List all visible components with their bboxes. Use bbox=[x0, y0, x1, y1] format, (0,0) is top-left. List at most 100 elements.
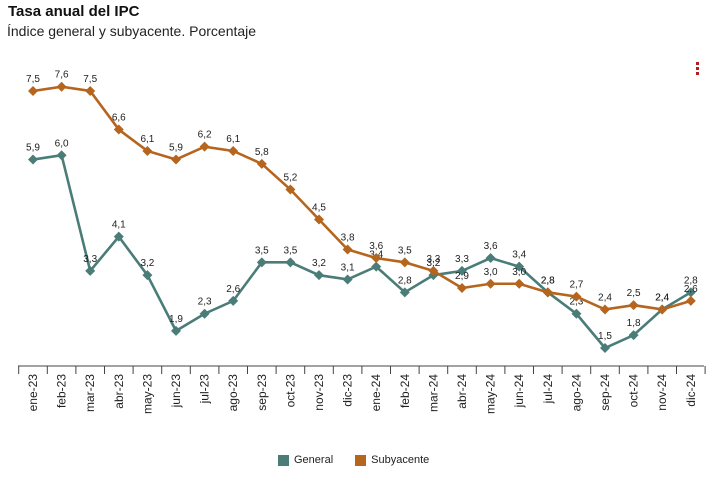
data-label-general: 4,1 bbox=[112, 220, 126, 231]
data-point-general bbox=[142, 270, 153, 281]
x-tick-label: oct-24 bbox=[627, 374, 641, 408]
data-point-general bbox=[628, 330, 639, 341]
data-label-general: 6,0 bbox=[55, 138, 69, 149]
data-point-subyacente bbox=[256, 158, 267, 169]
data-point-general bbox=[314, 270, 324, 281]
x-tick-label: dic-24 bbox=[684, 374, 698, 407]
series-line-general bbox=[32, 153, 692, 350]
data-point-general bbox=[571, 308, 582, 319]
data-label-general: 1,5 bbox=[598, 331, 612, 342]
x-tick-label: ago-24 bbox=[569, 374, 583, 412]
data-label-subyacente: 3,5 bbox=[398, 245, 412, 256]
data-label-general: 3,5 bbox=[255, 245, 269, 256]
x-tick-label: may-23 bbox=[140, 374, 154, 414]
legend-swatch-subyacente bbox=[355, 454, 367, 466]
data-label-subyacente: 6,1 bbox=[140, 134, 154, 145]
data-point-subyacente bbox=[85, 86, 96, 96]
x-tick-label: nov-23 bbox=[312, 374, 326, 411]
data-label-subyacente: 4,5 bbox=[312, 203, 326, 214]
x-tick-label: jul-23 bbox=[198, 374, 212, 405]
data-point-subyacente bbox=[685, 295, 696, 306]
x-tick-label: feb-23 bbox=[55, 374, 69, 408]
data-label-subyacente: 5,2 bbox=[283, 173, 297, 184]
chart-area: ene-23 feb-23 mar-23 abr-23 may-23 jun-23 jul-… bbox=[18, 70, 706, 414]
data-label-subyacente: 6,1 bbox=[226, 134, 240, 145]
data-label-general: 2,8 bbox=[398, 275, 412, 286]
x-tick-label: sep-24 bbox=[598, 374, 612, 411]
data-label-subyacente: 7,6 bbox=[55, 70, 69, 81]
data-label-subyacente: 7,5 bbox=[83, 74, 97, 85]
data-point-general bbox=[199, 308, 210, 319]
data-label-general: 2,8 bbox=[684, 275, 698, 286]
data-label-subyacente: 2,9 bbox=[455, 271, 469, 282]
data-point-subyacente bbox=[428, 265, 439, 276]
data-point-general bbox=[285, 257, 296, 268]
data-point-subyacente bbox=[371, 253, 382, 264]
data-label-subyacente: 3,6 bbox=[369, 241, 383, 252]
data-label-general: 1,9 bbox=[169, 314, 183, 325]
x-tick-label: mar-23 bbox=[83, 374, 97, 412]
data-label-subyacente: 2,7 bbox=[569, 280, 583, 291]
legend: General Subyacente bbox=[278, 454, 429, 466]
x-tick-label: jun-24 bbox=[512, 374, 526, 409]
x-tick-label: ene-23 bbox=[26, 374, 40, 412]
data-point-subyacente bbox=[657, 304, 668, 315]
data-label-subyacente: 3,8 bbox=[341, 232, 355, 243]
data-point-subyacente bbox=[485, 278, 496, 289]
legend-swatch-general bbox=[278, 454, 289, 466]
data-label-general: 3,5 bbox=[283, 245, 297, 256]
data-label-general: 3,1 bbox=[341, 262, 355, 273]
x-tick-label: jun-23 bbox=[169, 374, 183, 409]
data-point-subyacente bbox=[457, 283, 467, 294]
data-label-subyacente: 5,9 bbox=[169, 143, 183, 154]
data-label-general: 2,6 bbox=[226, 284, 240, 295]
data-point-general bbox=[600, 343, 610, 353]
x-tick-label: nov-24 bbox=[655, 374, 669, 411]
data-label-subyacente: 2,8 bbox=[541, 275, 555, 286]
x-tick-label: ene-24 bbox=[369, 374, 383, 412]
data-point-subyacente bbox=[628, 300, 639, 311]
data-point-general bbox=[85, 265, 96, 276]
legend-item-general[interactable]: General bbox=[278, 454, 333, 466]
data-point-subyacente bbox=[514, 278, 525, 289]
data-point-subyacente bbox=[285, 184, 296, 195]
data-label-subyacente: 6,6 bbox=[112, 113, 126, 124]
data-label-subyacente: 2,4 bbox=[655, 292, 669, 303]
data-point-general bbox=[342, 274, 353, 285]
data-label-subyacente: 3,0 bbox=[512, 267, 526, 278]
series-line-subyacente bbox=[32, 85, 692, 311]
data-point-subyacente bbox=[113, 124, 124, 135]
data-label-subyacente: 3,0 bbox=[484, 267, 498, 278]
data-label-subyacente: 2,4 bbox=[598, 292, 612, 303]
data-label-general: 3,2 bbox=[426, 258, 440, 269]
data-point-general bbox=[256, 257, 267, 268]
data-label-subyacente: 3,3 bbox=[426, 254, 440, 265]
x-tick-label: sep-23 bbox=[255, 374, 269, 411]
data-point-subyacente bbox=[171, 154, 181, 165]
data-label-general: 3,2 bbox=[312, 258, 326, 269]
data-label-subyacente: 7,5 bbox=[26, 74, 40, 85]
data-label-subyacente: 5,8 bbox=[255, 147, 269, 158]
data-point-general bbox=[485, 253, 496, 264]
x-tick-label: abr-24 bbox=[455, 374, 469, 409]
x-tick-label: dic-23 bbox=[341, 374, 355, 407]
data-point-general bbox=[685, 287, 696, 298]
data-point-subyacente bbox=[571, 291, 582, 302]
x-tick-label: mar-24 bbox=[426, 374, 440, 412]
data-point-general bbox=[457, 265, 467, 276]
data-point-subyacente bbox=[342, 244, 353, 255]
data-label-subyacente: 2,6 bbox=[684, 284, 698, 295]
x-tick-label: may-24 bbox=[484, 374, 498, 414]
chart-menu-icon[interactable] bbox=[696, 62, 700, 78]
data-point-subyacente bbox=[314, 214, 324, 225]
data-point-subyacente bbox=[600, 304, 610, 315]
data-label-general: 2,8 bbox=[541, 275, 555, 286]
data-point-general bbox=[399, 287, 410, 298]
legend-label-general: General bbox=[294, 454, 334, 466]
data-label-general: 3,6 bbox=[484, 241, 498, 252]
chart-title: Tasa anual del IPC bbox=[8, 3, 140, 20]
legend-item-subyacente[interactable]: Subyacente bbox=[355, 454, 429, 466]
data-point-general bbox=[371, 261, 382, 272]
data-point-general bbox=[228, 295, 239, 306]
data-label-general: 2,3 bbox=[569, 297, 583, 308]
